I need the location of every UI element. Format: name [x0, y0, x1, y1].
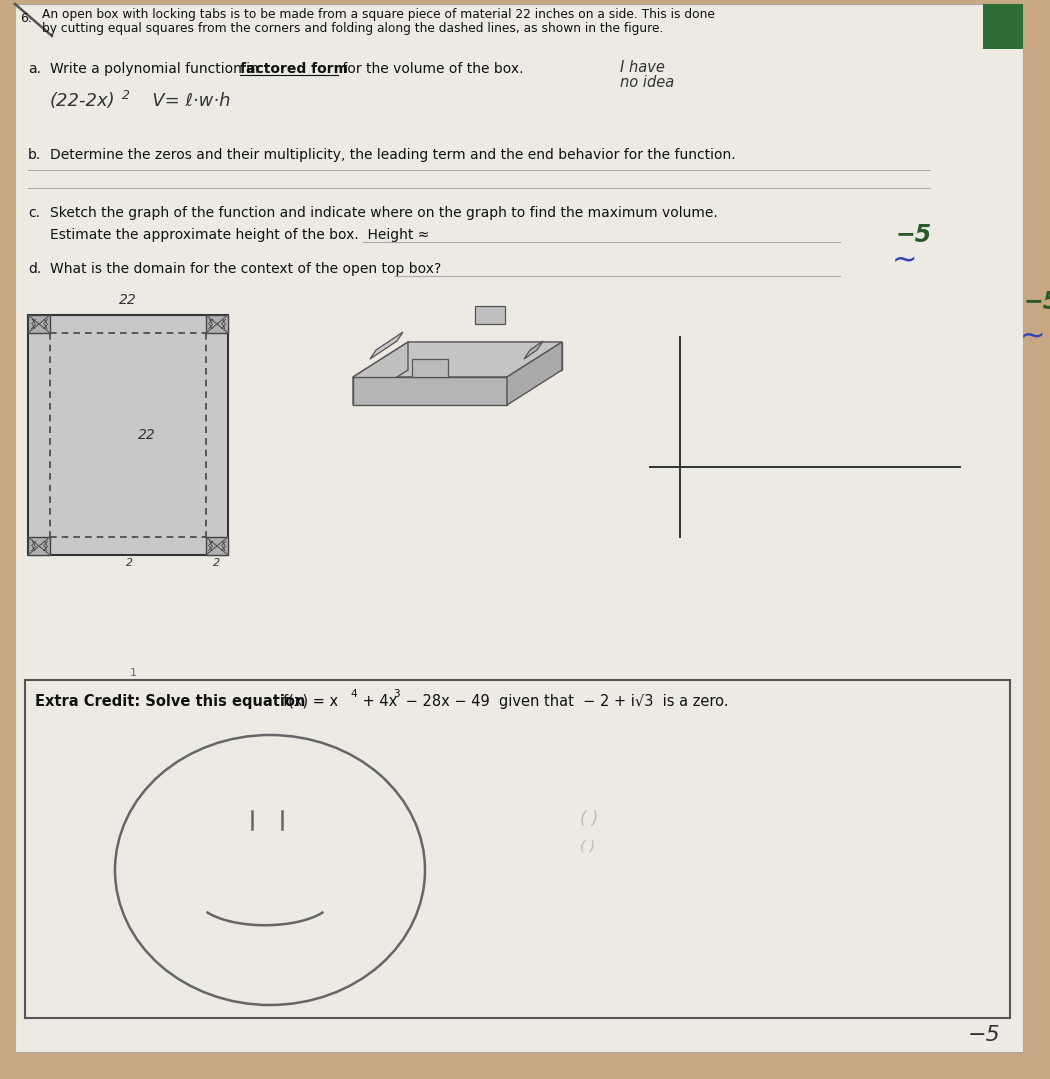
- Text: a.: a.: [28, 62, 41, 76]
- Text: c.: c.: [28, 206, 40, 220]
- Bar: [25, 680, 1010, 1017]
- Text: 3: 3: [393, 689, 400, 699]
- Text: −5: −5: [968, 1025, 1001, 1044]
- Text: x: x: [30, 540, 36, 548]
- Polygon shape: [412, 359, 448, 377]
- Text: Estimate the approximate height of the box.  Height ≈: Estimate the approximate height of the b…: [50, 228, 429, 242]
- Text: x: x: [207, 540, 212, 548]
- Text: x: x: [220, 544, 226, 554]
- Text: x: x: [220, 322, 226, 331]
- Text: x: x: [220, 540, 226, 548]
- Text: x: x: [43, 540, 48, 548]
- Text: ∼: ∼: [1020, 322, 1046, 351]
- Text: x: x: [43, 322, 48, 331]
- Text: by cutting equal squares from the corners and folding along the dashed lines, as: by cutting equal squares from the corner…: [42, 22, 664, 35]
- Polygon shape: [370, 332, 403, 359]
- Text: + 4x: + 4x: [358, 694, 397, 709]
- Text: What is the domain for the context of the open top box?: What is the domain for the context of th…: [50, 262, 441, 276]
- Text: f(x) = x: f(x) = x: [284, 694, 338, 709]
- Text: ( ): ( ): [580, 839, 595, 853]
- Text: x: x: [220, 317, 226, 326]
- Text: 2: 2: [126, 558, 133, 568]
- Bar: [206, 537, 228, 555]
- Text: −5: −5: [895, 223, 931, 247]
- Text: Determine the zeros and their multiplicity, the leading term and the end behavio: Determine the zeros and their multiplici…: [50, 148, 736, 162]
- Text: 22: 22: [138, 428, 155, 442]
- Text: An open box with locking tabs is to be made from a square piece of material 22 i: An open box with locking tabs is to be m…: [42, 8, 715, 21]
- Polygon shape: [353, 342, 562, 377]
- Polygon shape: [475, 306, 505, 324]
- Bar: [983, 4, 1023, 49]
- Polygon shape: [524, 341, 543, 359]
- Polygon shape: [353, 377, 507, 405]
- Text: (22-2x): (22-2x): [50, 92, 116, 110]
- Text: x: x: [30, 544, 36, 554]
- Text: no idea: no idea: [620, 76, 674, 90]
- Text: x: x: [43, 317, 48, 326]
- Text: x: x: [207, 544, 212, 554]
- Text: for the volume of the box.: for the volume of the box.: [338, 62, 524, 76]
- Text: 4: 4: [350, 689, 357, 699]
- Text: x: x: [207, 317, 212, 326]
- Text: ∼: ∼: [892, 246, 918, 275]
- Text: I have: I have: [620, 60, 665, 76]
- Text: 2: 2: [122, 88, 130, 103]
- Polygon shape: [408, 342, 562, 370]
- Text: factored form: factored form: [240, 62, 348, 76]
- Text: x: x: [30, 322, 36, 331]
- Text: 22: 22: [119, 293, 136, 308]
- Text: Write a polynomial function in: Write a polynomial function in: [50, 62, 264, 76]
- Text: x: x: [207, 322, 212, 331]
- Bar: [28, 315, 50, 333]
- Text: Extra Credit: Solve this equation: Extra Credit: Solve this equation: [35, 694, 311, 709]
- Text: Sketch the graph of the function and indicate where on the graph to find the max: Sketch the graph of the function and ind…: [50, 206, 718, 220]
- Bar: [28, 537, 50, 555]
- Text: x: x: [30, 317, 36, 326]
- Text: 6.: 6.: [20, 12, 32, 25]
- Polygon shape: [507, 342, 562, 405]
- Text: d.: d.: [28, 262, 41, 276]
- Text: 1: 1: [130, 668, 136, 678]
- Text: ( ): ( ): [580, 810, 598, 828]
- Text: x: x: [43, 544, 48, 554]
- Bar: [28, 315, 228, 555]
- Text: −5: −5: [1024, 290, 1050, 314]
- Polygon shape: [353, 342, 408, 405]
- Text: − 28x − 49  given that  − 2 + i√3  is a zero.: − 28x − 49 given that − 2 + i√3 is a zer…: [401, 694, 729, 709]
- Text: 2: 2: [213, 558, 220, 568]
- Text: V= ℓ·w·h: V= ℓ·w·h: [135, 92, 231, 110]
- Text: b.: b.: [28, 148, 41, 162]
- Bar: [206, 315, 228, 333]
